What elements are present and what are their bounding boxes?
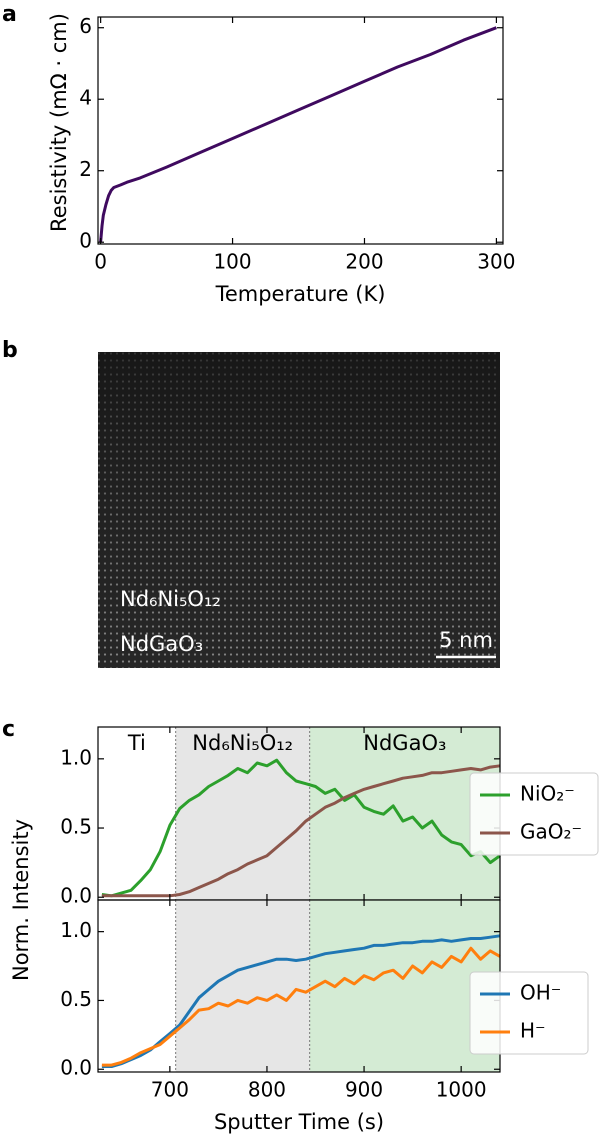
- panel-label: a: [2, 2, 17, 27]
- x-axis-label: Sputter Time (s): [214, 1110, 384, 1134]
- y-axis-label: Norm. Intensity: [9, 819, 33, 981]
- x-tick-label: 800: [248, 1078, 286, 1102]
- region-label: Ti: [127, 731, 146, 755]
- data-line: [99, 26, 497, 243]
- y-tick-label: 1.0: [60, 745, 92, 769]
- axes-frame: [97, 16, 504, 245]
- legend-label: GaO₂⁻: [520, 820, 582, 844]
- legend-label: OH⁻: [520, 981, 561, 1005]
- legend-label: NiO₂⁻: [520, 782, 575, 806]
- x-tick-label: 1000: [436, 1078, 487, 1102]
- region: [309, 900, 500, 1072]
- data-line: [101, 758, 501, 898]
- y-axis-label: Resistivity (mΩ · cm): [47, 13, 71, 232]
- layer-label: Nd₆Ni₅O₁₂: [120, 587, 221, 611]
- x-tick-label: 700: [151, 1078, 189, 1102]
- region: [175, 727, 310, 900]
- y-tick-label: 0.5: [60, 987, 92, 1011]
- region-label: Nd₆Ni₅O₁₂: [192, 731, 293, 755]
- y-tick-label: 0.0: [60, 1056, 92, 1080]
- micrograph-shade: [98, 352, 500, 668]
- data-line: [101, 934, 501, 1068]
- region: [309, 727, 500, 900]
- panel-label: c: [2, 717, 15, 742]
- y-tick-label: 0.5: [60, 815, 92, 839]
- y-tick-label: 2: [79, 157, 92, 181]
- x-tick-label: 300: [477, 250, 515, 274]
- legend-label: H⁻: [520, 1019, 546, 1043]
- y-tick-label: 4: [79, 86, 92, 110]
- region: [175, 900, 310, 1072]
- x-tick-label: 100: [213, 250, 251, 274]
- scale-bar-label: 5 nm: [439, 628, 493, 652]
- y-tick-label: 0: [79, 229, 92, 253]
- y-tick-label: 6: [79, 14, 92, 38]
- y-tick-label: 0.0: [60, 884, 92, 908]
- x-tick-label: 900: [345, 1078, 383, 1102]
- x-tick-label: 0: [94, 250, 107, 274]
- y-tick-label: 1.0: [60, 918, 92, 942]
- region-label: NdGaO₃: [363, 731, 446, 755]
- x-tick-label: 200: [345, 250, 383, 274]
- data-line: [101, 946, 501, 1067]
- image-panel: b Nd₆Ni₅O₁₂ NdGaO₃ 5 nm: [2, 338, 500, 668]
- layer-label: NdGaO₃: [120, 632, 203, 656]
- panel-label: b: [2, 338, 18, 363]
- x-axis-label: Temperature (K): [215, 282, 386, 306]
- data-line: [101, 764, 501, 898]
